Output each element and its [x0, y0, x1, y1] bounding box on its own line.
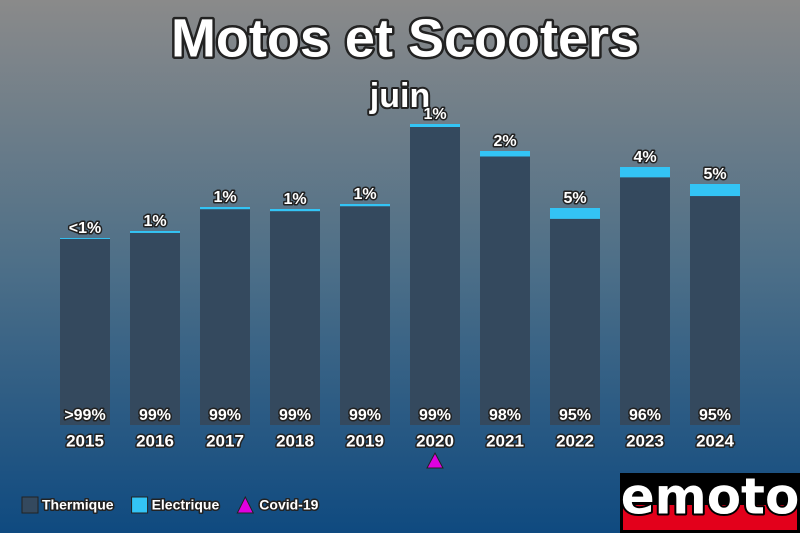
bar-segment	[480, 156, 530, 426]
value-label: 99%	[349, 407, 381, 424]
value-label: >99%	[64, 407, 105, 424]
legend-label: Thermique	[42, 497, 114, 513]
bar-segment	[270, 209, 320, 212]
value-label: 99%	[419, 407, 451, 424]
bar-segment	[620, 177, 670, 425]
bar-segment	[410, 127, 460, 425]
bar-segment	[60, 238, 110, 239]
value-label: 5%	[563, 190, 586, 207]
value-label: <1%	[69, 220, 101, 237]
bar-segment	[480, 151, 530, 157]
value-label: 1%	[423, 106, 446, 123]
bar-segment	[340, 204, 390, 207]
x-tick-label: 2019	[346, 431, 384, 450]
value-label: 1%	[143, 213, 166, 230]
logo-band	[623, 505, 797, 530]
legend-label: Electrique	[152, 497, 220, 513]
value-label: 99%	[279, 407, 311, 424]
legend-label: Covid-19	[259, 497, 318, 513]
value-label: 5%	[703, 166, 726, 183]
x-tick-label: 2018	[276, 431, 314, 450]
bar-segment	[200, 209, 250, 425]
covid-marker	[426, 451, 444, 469]
bar-segment	[340, 206, 390, 425]
x-tick-label: 2017	[206, 431, 244, 450]
logo: emoto	[621, 468, 800, 526]
x-tick-label: 2015	[66, 431, 104, 450]
legend-swatch	[236, 495, 255, 514]
value-label: 95%	[699, 407, 731, 424]
value-label: 99%	[139, 407, 171, 424]
bar-segment	[690, 196, 740, 425]
value-label: 98%	[489, 407, 521, 424]
bar-segment	[60, 238, 110, 425]
chart-title: Motos et Scooters	[171, 8, 639, 68]
value-label: 1%	[283, 191, 306, 208]
legend-swatch	[131, 496, 149, 514]
x-tick-label: 2022	[556, 431, 594, 450]
bar-segment	[130, 232, 180, 425]
value-label: 99%	[209, 407, 241, 424]
value-label: 1%	[353, 186, 376, 203]
value-label: 1%	[213, 189, 236, 206]
x-tick-label: 2023	[626, 431, 664, 450]
x-tick-label: 2016	[136, 431, 174, 450]
bar-segment	[130, 231, 180, 233]
x-tick-label: 2021	[486, 431, 524, 450]
chart-subtitle: juin	[369, 77, 430, 115]
bar-segment	[620, 167, 670, 178]
value-label: 95%	[559, 407, 591, 424]
bar-segment	[550, 218, 600, 425]
bar-segment	[690, 184, 740, 197]
x-tick-label: 2020	[416, 431, 454, 450]
x-tick-label: 2024	[696, 431, 734, 450]
value-label: 4%	[633, 149, 656, 166]
bar-segment	[410, 124, 460, 128]
bar-segment	[550, 208, 600, 219]
legend-swatch	[21, 496, 39, 514]
value-label: 96%	[629, 407, 661, 424]
bar-segment	[270, 211, 320, 425]
bar-segment	[200, 207, 250, 210]
value-label: 2%	[493, 133, 516, 150]
